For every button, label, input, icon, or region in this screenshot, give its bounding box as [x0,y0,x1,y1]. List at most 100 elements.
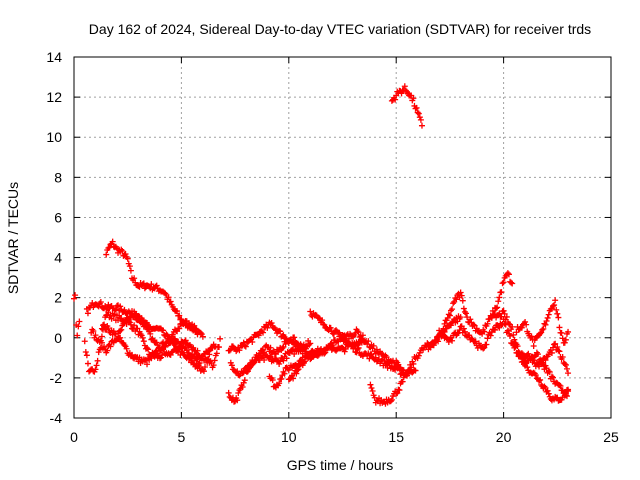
data-point [183,346,190,353]
data-point [544,314,551,321]
data-point [268,320,275,327]
data-point [542,321,549,328]
data-point [103,306,110,313]
data-point [144,345,151,352]
x-tick-label: 25 [603,429,619,445]
series-cluster-c [98,321,219,368]
data-point [176,325,183,332]
data-point [446,312,453,319]
data-point [522,318,529,325]
data-point [540,325,547,332]
data-point [195,360,202,367]
data-point [412,105,419,112]
data-point [515,348,522,355]
data-point [145,346,152,353]
data-point [498,289,505,296]
data-point [205,348,212,355]
data-point [101,321,108,328]
data-point [537,376,544,383]
data-point [327,324,334,331]
data-point [445,311,452,318]
data-point [269,376,276,383]
data-point [354,346,361,353]
data-point [267,353,274,360]
data-point [518,350,525,357]
data-point [156,355,163,362]
data-point [555,347,562,354]
plot-frame [73,56,612,419]
y-tick-label: 0 [54,330,62,346]
data-point [530,357,537,364]
data-point [508,279,515,286]
data-point [261,349,268,356]
data-point [554,344,561,351]
data-point [234,397,241,404]
x-tick-label: 15 [388,429,404,445]
data-point [339,344,346,351]
data-point [176,312,183,319]
y-tick-label: 12 [46,89,62,105]
data-point [307,340,314,347]
x-tick-label: 20 [496,429,512,445]
data-point [123,345,130,352]
data-point [530,342,537,349]
data-point [410,95,417,102]
data-point [320,321,327,328]
data-point [559,335,566,342]
data-point [128,351,135,358]
data-point [104,347,111,354]
data-point [414,109,421,116]
y-tick-label: 14 [46,49,62,65]
data-point [557,382,564,389]
data-point [536,377,543,384]
data-point [536,363,543,370]
data-point [295,366,302,373]
data-point [202,364,209,371]
data-point [528,353,535,360]
data-point [544,387,551,394]
series-mid-a [225,319,314,355]
y-tick-label: 4 [54,250,62,266]
data-point [82,348,89,355]
data-point [95,303,102,310]
data-point [466,332,473,339]
data-point [398,90,405,97]
data-point [460,305,467,312]
data-point [507,333,514,340]
data-point [511,336,518,343]
data-point [75,323,82,330]
data-point [167,351,174,358]
data-point [552,297,559,304]
data-point [505,320,512,327]
data-point [450,300,457,307]
data-point [484,320,491,327]
data-point [355,344,362,351]
data-point [501,310,508,317]
data-point [163,340,170,347]
data-point [548,373,555,380]
data-point [71,295,77,302]
data-point [548,305,555,312]
data-point [373,346,380,353]
data-point [276,380,283,387]
data-point [545,368,552,375]
data-point [395,361,402,368]
data-point [453,296,460,303]
data-point [329,341,336,348]
data-point [518,324,525,331]
data-point [109,238,116,245]
data-point [300,360,307,367]
data-point [277,328,284,335]
data-point [261,357,268,364]
data-point [182,337,189,344]
data-point [166,334,173,341]
data-point [459,297,466,304]
data-point [523,360,530,367]
data-point [359,332,366,339]
data-point [439,329,446,336]
data-point [457,314,464,321]
data-point [379,351,386,358]
data-point [314,352,321,359]
data-point [514,343,521,350]
data-point [153,282,160,289]
